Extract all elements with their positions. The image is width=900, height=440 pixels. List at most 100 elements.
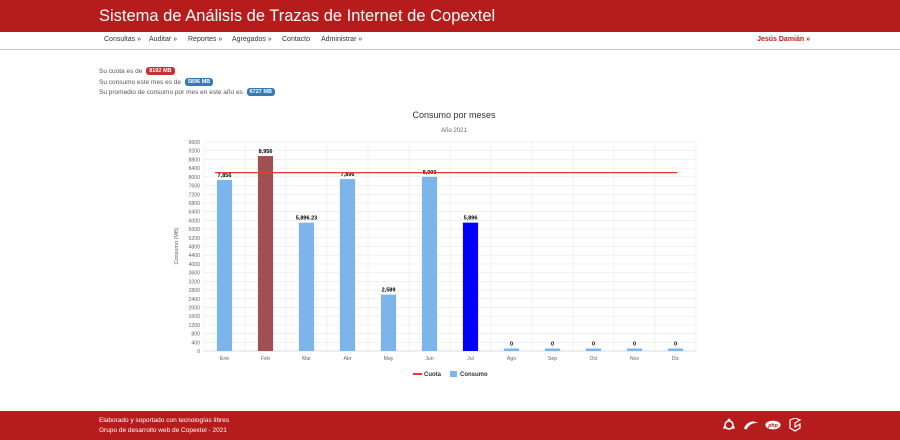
x-tick-label: Mar xyxy=(302,356,311,362)
legend-cuota-label: Cuota xyxy=(424,372,442,378)
footer-line-2: Grupo de desarrollo web de Copextel - 20… xyxy=(99,427,227,434)
bar-ago[interactable] xyxy=(503,348,520,352)
y-tick-label: 2000 xyxy=(188,305,200,311)
footer-line-1: Elaborado y soportado con tecnologías li… xyxy=(99,417,230,424)
svg-text:php: php xyxy=(767,423,778,429)
bar-label-abr: 7,896 xyxy=(341,172,355,178)
y-tick-label: 6400 xyxy=(188,210,200,216)
bar-data-labels: 7,8568,9565,896.237,8962,5898,0005,89600… xyxy=(218,149,677,347)
quota-badge: 8192 MB xyxy=(146,67,175,75)
laravel-icon xyxy=(787,417,803,433)
y-tick-label: 400 xyxy=(191,340,200,346)
y-tick-label: 6000 xyxy=(188,218,200,224)
debian-swirl-icon xyxy=(743,417,759,433)
bar-nov[interactable] xyxy=(626,348,643,352)
legend-consumo-swatch xyxy=(450,371,457,377)
y-tick-label: 5600 xyxy=(188,227,200,233)
month-info: Su consumo este mes es de 5896 MB xyxy=(99,78,214,86)
y-tick-label: 3600 xyxy=(188,271,200,277)
ubuntu-icon xyxy=(721,417,737,433)
y-tick-label: 6800 xyxy=(188,201,200,207)
nav-reportes[interactable]: Reportes » xyxy=(188,36,223,43)
nav-auditar[interactable]: Auditar » xyxy=(149,36,178,43)
x-tick-label: Jun xyxy=(425,356,433,362)
chart-title: Consumo por meses xyxy=(412,110,496,120)
nav-bar: Consultas » Auditar » Reportes » Agregad… xyxy=(0,32,900,50)
x-tick-label: Ago xyxy=(507,356,516,362)
bar-label-mar: 5,896.23 xyxy=(296,216,317,222)
nav-agregados[interactable]: Agregados » xyxy=(232,36,272,43)
y-tick-label: 1200 xyxy=(188,323,200,329)
user-menu[interactable]: Jesús Damián » xyxy=(757,36,810,43)
legend-consumo-label: Consumo xyxy=(460,372,488,378)
average-label: Su promedio de consumo por mes en este a… xyxy=(99,89,243,96)
x-tick-label: Jul xyxy=(467,356,474,362)
x-tick-label: Dic xyxy=(672,356,680,362)
bar-sep[interactable] xyxy=(544,348,561,352)
average-info: Su promedio de consumo por mes en este a… xyxy=(99,88,275,96)
bar-label-oct: 0 xyxy=(592,342,595,348)
bar-feb[interactable] xyxy=(257,156,274,351)
y-tick-label: 7200 xyxy=(188,192,200,198)
x-tick-label: Oct xyxy=(589,356,598,362)
x-tick-label: Feb xyxy=(261,356,270,362)
footer-tech-icons: php xyxy=(721,417,803,433)
bar-label-ene: 7,856 xyxy=(218,173,232,179)
bar-label-nov: 0 xyxy=(633,342,636,348)
y-axis-ticks: 0 400 800 1200 1600 2000 2400 2800 3200 3600 4000 4… xyxy=(188,140,200,355)
y-tick-label: 8400 xyxy=(188,166,200,172)
y-tick-label: 5200 xyxy=(188,236,200,242)
chart-bars xyxy=(216,156,684,352)
month-label: Su consumo este mes es de xyxy=(99,79,182,86)
consumption-chart: Consumo por meses Año 2021 Consumo (MB) … xyxy=(174,110,697,378)
average-badge: 6727 MB xyxy=(246,88,275,96)
y-tick-label: 4800 xyxy=(188,245,200,251)
bar-ene[interactable] xyxy=(216,179,233,351)
y-tick-label: 8000 xyxy=(188,175,200,181)
bar-abr[interactable] xyxy=(339,179,356,351)
nav-consultas[interactable]: Consultas » xyxy=(104,36,141,43)
y-tick-label: 8800 xyxy=(188,157,200,163)
nav-administrar[interactable]: Administrar » xyxy=(321,36,363,43)
x-tick-label: Sep xyxy=(548,356,557,362)
x-tick-label: Ene xyxy=(220,356,229,362)
y-tick-label: 2400 xyxy=(188,297,200,303)
legend-item-consumo[interactable]: Consumo xyxy=(450,371,488,378)
y-tick-label: 0 xyxy=(197,349,200,355)
bar-jun[interactable] xyxy=(421,176,438,351)
legend: Cuota Consumo xyxy=(413,371,488,378)
legend-item-cuota[interactable]: Cuota xyxy=(413,372,442,378)
y-tick-label: 7600 xyxy=(188,184,200,190)
bar-label-ago: 0 xyxy=(510,342,513,348)
y-axis-title: Consumo (MB) xyxy=(174,227,180,264)
nav-contacto[interactable]: Contacto xyxy=(282,36,311,43)
x-axis-ticks: Ene Feb Mar Abr May Jun Jul Ago Sep Oct Nov Dic xyxy=(220,356,680,362)
chart-grid xyxy=(203,141,697,352)
x-tick-label: Nov xyxy=(630,356,640,362)
month-badge: 5896 MB xyxy=(184,78,214,86)
y-tick-label: 4400 xyxy=(188,253,200,259)
x-tick-label: Abr xyxy=(343,356,351,362)
bar-mar[interactable] xyxy=(298,222,315,351)
bar-label-dic: 0 xyxy=(674,342,677,348)
quota-info: Su cuota es de 8192 MB xyxy=(99,67,175,75)
app-title: Sistema de Análisis de Trazas de Interne… xyxy=(99,7,496,25)
x-tick-label: May xyxy=(384,356,394,362)
y-tick-label: 9600 xyxy=(188,140,200,146)
y-tick-label: 4000 xyxy=(188,262,200,268)
footer: Elaborado y soportado con tecnologías li… xyxy=(0,411,900,440)
bar-may[interactable] xyxy=(380,294,397,351)
bar-dic[interactable] xyxy=(667,348,684,352)
bar-label-jul: 5,896 xyxy=(464,216,478,222)
bar-jul[interactable] xyxy=(462,222,479,351)
y-tick-label: 2800 xyxy=(188,288,200,294)
quota-label: Su cuota es de xyxy=(99,68,143,75)
chart-subtitle: Año 2021 xyxy=(441,128,467,134)
bar-label-may: 2,589 xyxy=(382,288,396,294)
bar-oct[interactable] xyxy=(585,348,602,352)
bar-label-sep: 0 xyxy=(551,342,554,348)
php-icon: php xyxy=(765,417,781,433)
y-tick-label: 1600 xyxy=(188,314,200,320)
y-tick-label: 800 xyxy=(191,332,200,338)
header-bar: Sistema de Análisis de Trazas de Interne… xyxy=(0,0,900,32)
